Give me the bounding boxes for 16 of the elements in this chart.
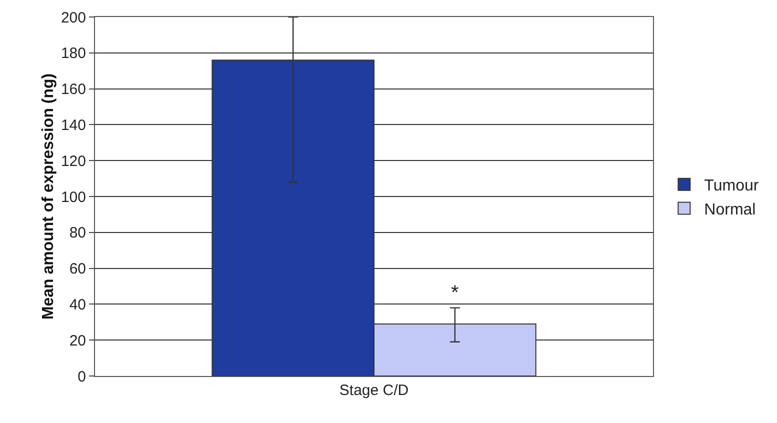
y-tick-label: 40	[69, 296, 86, 314]
annotation: *	[451, 282, 459, 304]
y-tick-label: 200	[60, 9, 86, 26]
y-tick-label: 0	[78, 368, 86, 386]
y-tick-label: 180	[60, 45, 86, 62]
x-tick-label: Stage C/D	[339, 382, 409, 399]
legend-label: Tumour	[704, 178, 760, 195]
y-tick-label: 100	[60, 188, 86, 206]
y-tick-label: 140	[60, 116, 86, 134]
y-tick-label: 60	[69, 260, 86, 278]
y-tick-label: 80	[69, 224, 86, 242]
legend-label: Normal	[704, 201, 756, 218]
y-tick-label: 20	[69, 332, 86, 350]
y-tick-label: 160	[60, 81, 86, 98]
y-tick-label: 120	[60, 152, 86, 170]
y-axis-title: Mean amount of expression (ng)	[40, 73, 57, 320]
